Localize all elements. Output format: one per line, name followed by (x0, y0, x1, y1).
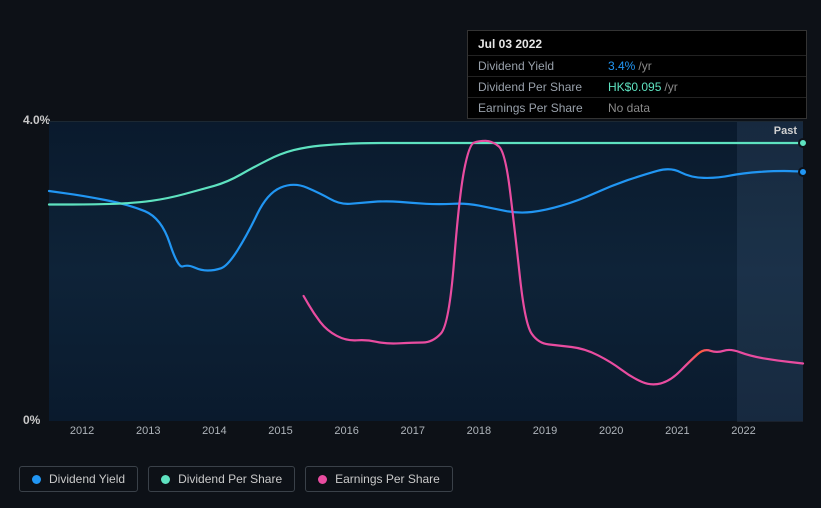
plot-region[interactable] (49, 121, 803, 421)
legend-item[interactable]: Dividend Yield (19, 466, 138, 492)
legend-item-label: Dividend Yield (49, 472, 125, 486)
series-line (49, 143, 803, 205)
x-axis-tick-label: 2015 (268, 425, 292, 437)
series-line (49, 169, 803, 270)
legend-swatch (32, 475, 41, 484)
y-axis-tick-label: 4.0% (23, 113, 50, 127)
tooltip-row-suffix: /yr (638, 59, 651, 73)
chart-container: Jul 03 2022 Dividend Yield3.4%/yrDividen… (0, 0, 821, 508)
tooltip-row-value: No data (608, 101, 650, 115)
series-end-marker-yield (798, 167, 808, 177)
x-axis-tick-label: 2012 (70, 425, 94, 437)
legend-item[interactable]: Earnings Per Share (305, 466, 453, 492)
legend-item-label: Earnings Per Share (335, 472, 440, 486)
x-axis-tick-label: 2017 (401, 425, 425, 437)
series-end-marker-dps (798, 138, 808, 148)
x-axis-tick-label: 2014 (202, 425, 226, 437)
y-axis-tick-label: 0% (23, 413, 40, 427)
tooltip-row: Earnings Per ShareNo data (468, 97, 806, 118)
chart-legend: Dividend Yield Dividend Per Share Earnings… (19, 466, 453, 492)
legend-swatch (161, 475, 170, 484)
legend-item[interactable]: Dividend Per Share (148, 466, 295, 492)
tooltip-row-value: HK$0.095 (608, 80, 661, 94)
x-axis-tick-label: 2019 (533, 425, 557, 437)
x-axis: 2012 2013 2014 2015 2016 2017 2018 2019 2020 2021… (49, 425, 803, 445)
legend-item-label: Dividend Per Share (178, 472, 282, 486)
x-axis-tick-label: 2022 (731, 425, 755, 437)
x-axis-tick-label: 2018 (467, 425, 491, 437)
tooltip-row: Dividend Yield3.4%/yr (468, 55, 806, 76)
tooltip-row-suffix: /yr (664, 80, 677, 94)
tooltip-title: Jul 03 2022 (468, 31, 806, 55)
hover-tooltip: Jul 03 2022 Dividend Yield3.4%/yrDividen… (467, 30, 807, 119)
tooltip-row-label: Dividend Per Share (478, 80, 608, 94)
tooltip-row-label: Dividend Yield (478, 59, 608, 73)
tooltip-row: Dividend Per ShareHK$0.095/yr (468, 76, 806, 97)
tooltip-row-value: 3.4% (608, 59, 635, 73)
chart-area: 4.0% 0% Past 2012 2013 2014 2015 2016 2017 2018… (19, 105, 803, 450)
past-label: Past (774, 125, 797, 137)
x-axis-tick-label: 2021 (665, 425, 689, 437)
series-line (304, 141, 803, 385)
tooltip-row-label: Earnings Per Share (478, 101, 608, 115)
legend-swatch (318, 475, 327, 484)
x-axis-tick-label: 2013 (136, 425, 160, 437)
chart-lines (49, 122, 803, 422)
x-axis-tick-label: 2020 (599, 425, 623, 437)
x-axis-tick-label: 2016 (334, 425, 358, 437)
